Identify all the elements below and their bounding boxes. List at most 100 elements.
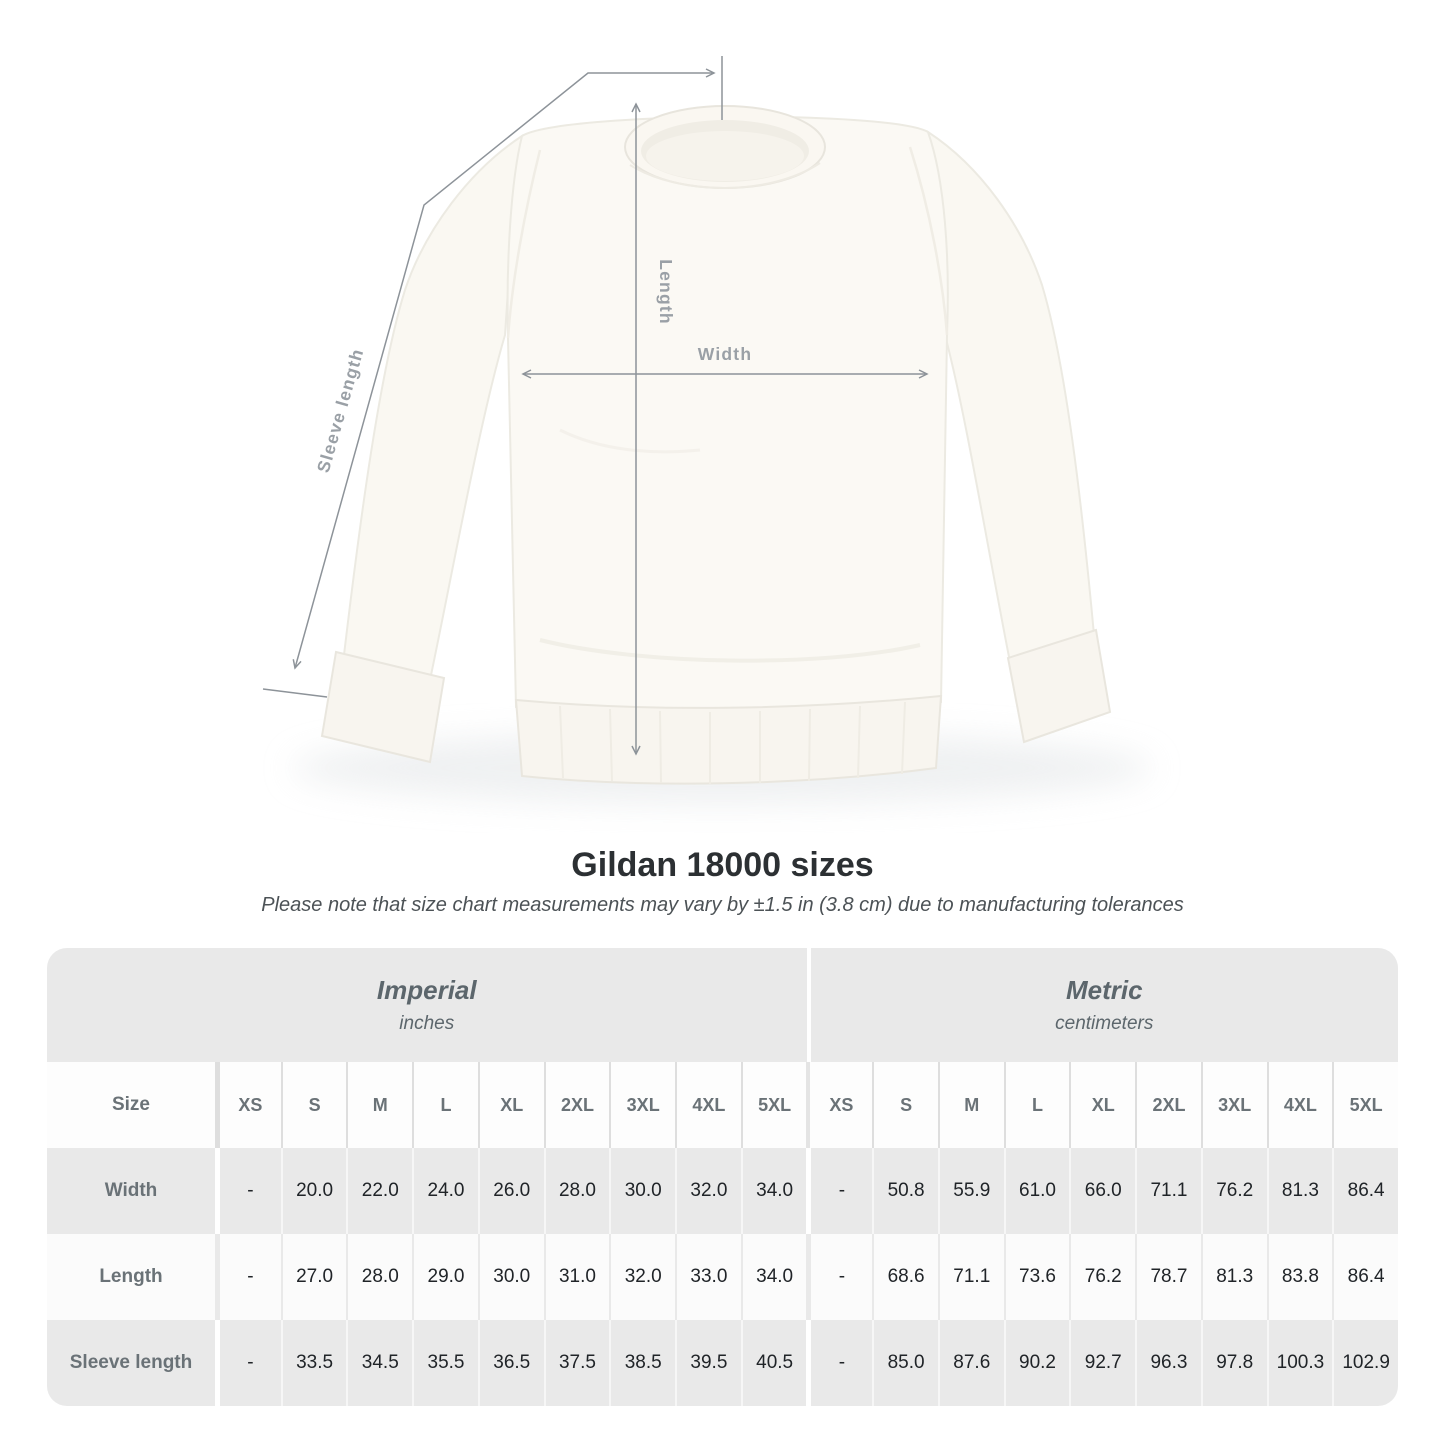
cell: 22.0: [346, 1148, 412, 1234]
cell: 30.0: [477, 1234, 544, 1320]
table-row-length: Length - 27.0 28.0 29.0 30.0 31.0 32.0 3…: [47, 1234, 1398, 1320]
cell: 68.6: [872, 1234, 938, 1320]
size-header-row: Size XS S M L XL 2XL 3XL 4XL 5XL XS S M …: [47, 1062, 1398, 1148]
size-header: 4XL: [1266, 1062, 1333, 1148]
size-header: 2XL: [1135, 1062, 1201, 1148]
cell: 32.0: [609, 1234, 675, 1320]
size-header: XS: [806, 1062, 872, 1148]
cell: -: [215, 1148, 281, 1234]
size-header: 5XL: [1332, 1062, 1398, 1148]
right-cuff-band: [1006, 628, 1112, 744]
cell: 71.1: [1135, 1148, 1201, 1234]
size-header: M: [346, 1062, 412, 1148]
cell: 61.0: [1003, 1148, 1070, 1234]
cell: 29.0: [412, 1234, 478, 1320]
cell: 30.0: [609, 1148, 675, 1234]
unit-header-row: Imperial inches Metric centimeters: [47, 948, 1398, 1062]
hem-ribbing: [559, 701, 906, 784]
size-header: XL: [1069, 1062, 1135, 1148]
cell: 31.0: [543, 1234, 610, 1320]
size-header: XL: [477, 1062, 544, 1148]
cell: 27.0: [280, 1234, 347, 1320]
table-row-sleeve-length: Sleeve length - 33.5 34.5 35.5 36.5 37.5…: [47, 1320, 1398, 1406]
size-header: S: [280, 1062, 347, 1148]
right-shoulder-seam: [908, 146, 949, 336]
cell: 96.3: [1135, 1320, 1201, 1406]
length-label: Length: [656, 259, 676, 325]
cell: 33.0: [675, 1234, 741, 1320]
cell: -: [806, 1234, 872, 1320]
cell: 86.4: [1332, 1234, 1398, 1320]
size-header: 2XL: [543, 1062, 610, 1148]
row-label: Sleeve length: [69, 1352, 193, 1373]
size-header: 5XL: [740, 1062, 807, 1148]
left-sleeve: [342, 133, 524, 682]
cell: 35.5: [412, 1320, 478, 1406]
metric-title: Metric: [1065, 975, 1143, 1005]
size-header: 4XL: [675, 1062, 741, 1148]
cell: 76.2: [1069, 1234, 1135, 1320]
cell: 83.8: [1266, 1234, 1333, 1320]
tolerance-note: Please note that size chart measurements…: [261, 894, 1184, 916]
metric-header: Metric centimeters: [806, 948, 1398, 1062]
table-row-width: Width - 20.0 22.0 24.0 26.0 28.0 30.0 32…: [47, 1148, 1398, 1234]
cell: 55.9: [937, 1148, 1004, 1234]
cell: 28.0: [543, 1148, 610, 1234]
cell: 37.5: [543, 1320, 610, 1406]
cell: 34.0: [740, 1148, 807, 1234]
size-header: 3XL: [609, 1062, 675, 1148]
cell: 97.8: [1200, 1320, 1267, 1406]
cell: 34.5: [346, 1320, 412, 1406]
sleeve-length-label: Sleeve length: [313, 346, 368, 475]
cell: -: [806, 1320, 872, 1406]
cell: 36.5: [477, 1320, 544, 1406]
cell: 81.3: [1266, 1148, 1333, 1234]
cell: 66.0: [1069, 1148, 1135, 1234]
size-header: M: [937, 1062, 1004, 1148]
cell: 100.3: [1266, 1320, 1333, 1406]
width-label: Width: [698, 344, 752, 364]
cell: -: [215, 1234, 281, 1320]
sweatshirt-size-diagram: Length Width Sleeve length: [262, 56, 1152, 804]
size-header: 3XL: [1200, 1062, 1267, 1148]
size-column-label: Size: [111, 1094, 151, 1115]
cell: 40.5: [740, 1320, 807, 1406]
row-label: Width: [104, 1180, 158, 1201]
cell: 78.7: [1135, 1234, 1201, 1320]
cell: 26.0: [477, 1148, 544, 1234]
cell: -: [806, 1148, 872, 1234]
cell: 24.0: [412, 1148, 478, 1234]
size-header: L: [1003, 1062, 1070, 1148]
cell: 73.6: [1003, 1234, 1070, 1320]
imperial-title: Imperial: [376, 975, 477, 1005]
hem-band: [514, 694, 943, 785]
collar-back: [646, 131, 804, 181]
cell: 92.7: [1069, 1320, 1135, 1406]
cell: 86.4: [1332, 1148, 1398, 1234]
cell: 102.9: [1332, 1320, 1398, 1406]
cell: 81.3: [1200, 1234, 1267, 1320]
imperial-header: Imperial inches: [47, 948, 807, 1062]
cell: 39.5: [675, 1320, 741, 1406]
cell: 87.6: [937, 1320, 1004, 1406]
right-sleeve: [926, 129, 1096, 664]
imperial-unit: inches: [399, 1013, 455, 1034]
page-title: Gildan 18000 sizes: [571, 846, 874, 884]
torso: [506, 115, 949, 716]
size-header: XS: [215, 1062, 281, 1148]
cell: 85.0: [872, 1320, 938, 1406]
cell: 28.0: [346, 1234, 412, 1320]
size-header: L: [412, 1062, 478, 1148]
cell: 32.0: [675, 1148, 741, 1234]
cell: 20.0: [280, 1148, 347, 1234]
cell: 71.1: [937, 1234, 1004, 1320]
sleeve-length-endstop: [262, 688, 328, 698]
cell: 90.2: [1003, 1320, 1070, 1406]
cell: -: [215, 1320, 281, 1406]
row-label: Length: [99, 1266, 163, 1287]
cell: 76.2: [1200, 1148, 1267, 1234]
cell: 50.8: [872, 1148, 938, 1234]
size-header: S: [872, 1062, 938, 1148]
cell: 34.0: [740, 1234, 807, 1320]
cell: 33.5: [280, 1320, 347, 1406]
